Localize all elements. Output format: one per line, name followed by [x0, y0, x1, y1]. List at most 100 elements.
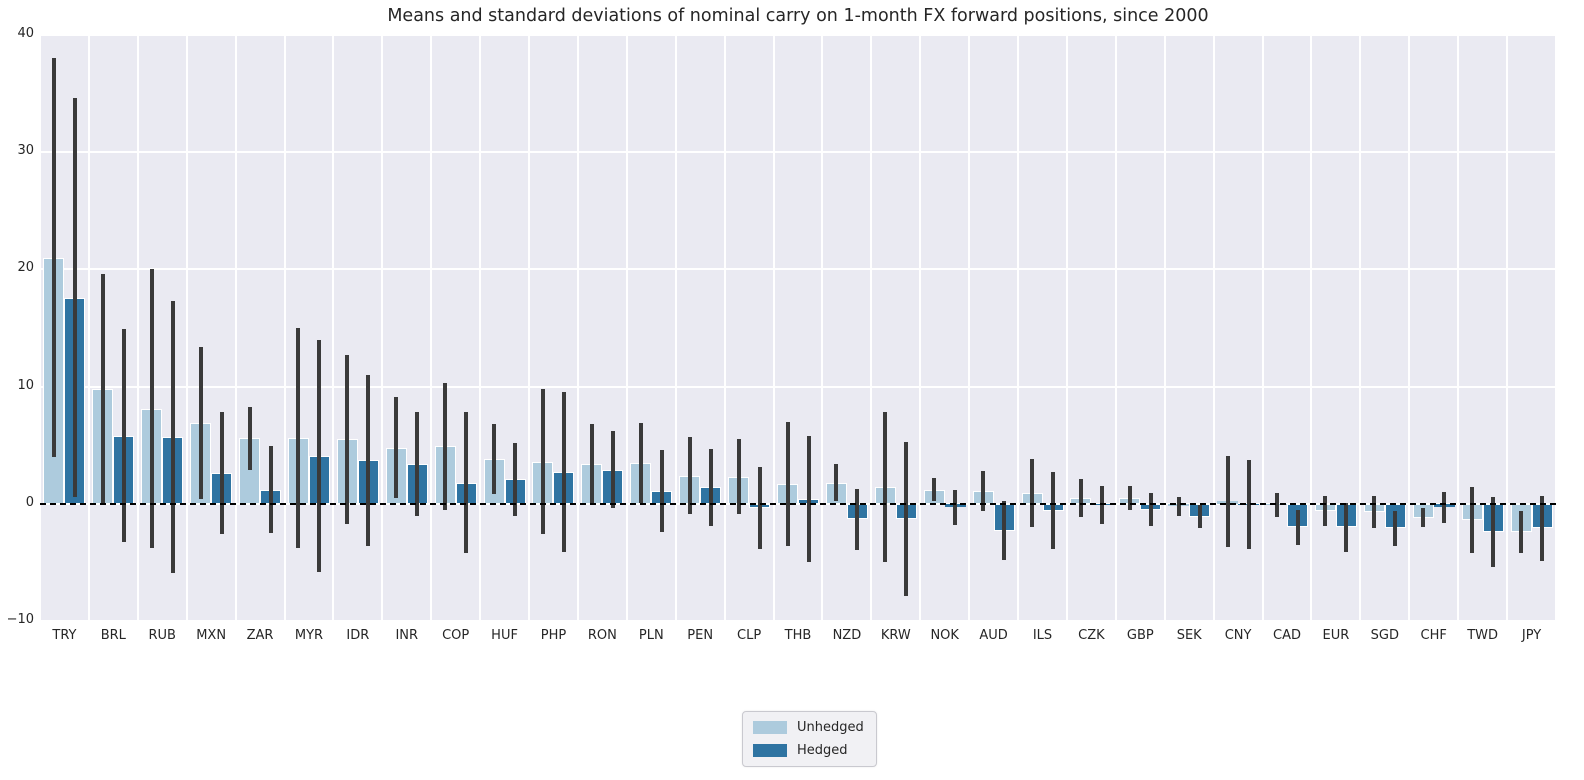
errorbar-hedged-krw — [904, 441, 909, 597]
gridline-vertical — [381, 35, 384, 621]
errorbar-hedged-gbp — [1148, 493, 1153, 527]
errorbar-hedged-thb — [806, 435, 811, 563]
x-tick-label-rub: RUB — [148, 628, 176, 643]
errorbar-unhedged-try — [51, 58, 56, 457]
errorbar-hedged-rub — [170, 301, 175, 573]
gridline-horizontal — [40, 268, 1556, 271]
x-tick-label-eur: EUR — [1322, 628, 1350, 643]
gridline-vertical — [528, 35, 531, 621]
errorbar-hedged-myr — [317, 339, 322, 572]
errorbar-hedged-php — [561, 392, 566, 552]
errorbar-unhedged-brl — [100, 274, 105, 504]
gridline-vertical — [1261, 35, 1264, 621]
gridline-vertical — [968, 35, 971, 621]
errorbar-unhedged-zar — [247, 406, 252, 470]
errorbar-unhedged-idr — [345, 354, 350, 524]
legend-item-hedged: Hedged — [753, 743, 864, 758]
gridline-vertical — [576, 35, 579, 621]
gridline-vertical — [821, 35, 824, 621]
legend-label: Hedged — [797, 743, 848, 758]
errorbar-hedged-nzd — [855, 488, 860, 550]
x-tick-label-cop: COP — [442, 628, 470, 643]
errorbar-unhedged-cad — [1274, 493, 1279, 517]
x-tick-label-krw: KRW — [880, 628, 911, 643]
zero-dashed-line — [40, 502, 1556, 505]
errorbar-unhedged-pln — [638, 422, 643, 503]
gridline-vertical — [1163, 35, 1166, 621]
errorbar-hedged-czk — [1099, 486, 1104, 524]
gridline-vertical — [1212, 35, 1215, 621]
gridline-vertical — [332, 35, 335, 621]
x-tick-label-chf: CHF — [1420, 628, 1447, 643]
gridline-horizontal — [40, 385, 1556, 388]
y-tick-label-30: 30 — [17, 143, 34, 159]
errorbar-unhedged-krw — [883, 412, 888, 563]
gridline-vertical — [136, 35, 139, 621]
x-tick-label-thb: THB — [784, 628, 812, 643]
errorbar-hedged-cny — [1246, 460, 1251, 550]
errorbar-hedged-huf — [513, 442, 518, 516]
errorbar-unhedged-myr — [296, 328, 301, 549]
gridline-vertical — [1114, 35, 1117, 621]
x-tick-label-pen: PEN — [687, 628, 714, 643]
x-tick-label-inr: INR — [395, 628, 419, 643]
gridline-horizontal — [40, 620, 1556, 622]
errorbar-unhedged-gbp — [1127, 486, 1132, 510]
x-tick-label-ron: RON — [587, 628, 617, 643]
gridline-vertical — [1457, 35, 1460, 621]
x-tick-label-cad: CAD — [1273, 628, 1302, 643]
legend: Unhedged Hedged — [742, 711, 877, 767]
x-tick-label-huf: HUF — [491, 628, 518, 643]
gridline-vertical — [185, 35, 188, 621]
x-tick-label-php: PHP — [540, 628, 567, 643]
x-tick-label-pln: PLN — [638, 628, 664, 643]
x-tick-label-zar: ZAR — [246, 628, 274, 643]
gridline-vertical — [625, 35, 628, 621]
x-tick-label-aud: AUD — [979, 628, 1008, 643]
gridline-vertical — [674, 35, 677, 621]
errorbar-unhedged-thb — [785, 421, 790, 546]
x-tick-label-ils: ILS — [1032, 628, 1053, 643]
gridline-vertical — [234, 35, 237, 621]
gridline-vertical — [39, 35, 41, 621]
gridline-vertical — [919, 35, 922, 621]
gridline-vertical — [1310, 35, 1313, 621]
errorbar-hedged-eur — [1344, 502, 1349, 552]
gridline-vertical — [283, 35, 286, 621]
errorbar-hedged-chf — [1442, 492, 1447, 523]
errorbar-hedged-twd — [1491, 496, 1496, 568]
errorbar-unhedged-rub — [149, 269, 154, 549]
x-tick-label-gbp: GBP — [1126, 628, 1154, 643]
errorbar-hedged-pln — [659, 449, 664, 532]
errorbar-hedged-brl — [121, 329, 126, 543]
errorbar-unhedged-nok — [932, 478, 937, 502]
errorbar-hedged-zar — [268, 446, 273, 534]
gridline-vertical — [87, 35, 90, 621]
x-tick-label-try: TRY — [52, 628, 77, 643]
x-tick-label-sek: SEK — [1176, 628, 1202, 643]
legend-swatch-hedged — [753, 744, 787, 757]
legend-label: Unhedged — [797, 720, 864, 735]
errorbar-unhedged-ron — [589, 424, 594, 504]
gridline-vertical — [1065, 35, 1068, 621]
errorbar-unhedged-eur — [1323, 495, 1328, 527]
errorbar-hedged-nok — [953, 489, 958, 525]
errorbar-hedged-cop — [464, 412, 469, 553]
errorbar-hedged-sek — [1197, 504, 1202, 529]
errorbar-unhedged-pen — [687, 436, 692, 515]
errorbar-unhedged-cny — [1225, 455, 1230, 548]
gridline-vertical — [1555, 35, 1557, 621]
errorbar-unhedged-sek — [1176, 496, 1181, 516]
x-tick-label-clp: CLP — [737, 628, 762, 643]
legend-swatch-unhedged — [753, 721, 787, 734]
errorbar-hedged-cad — [1295, 509, 1300, 545]
errorbar-unhedged-huf — [492, 424, 497, 495]
errorbar-unhedged-mxn — [198, 346, 203, 500]
gridline-vertical — [1017, 35, 1020, 621]
errorbar-hedged-ils — [1051, 472, 1056, 550]
errorbar-hedged-try — [72, 98, 77, 497]
x-tick-label-idr: IDR — [346, 628, 370, 643]
errorbar-unhedged-ils — [1030, 459, 1035, 528]
x-tick-label-brl: BRL — [100, 628, 126, 643]
errorbar-hedged-clp — [757, 467, 762, 550]
